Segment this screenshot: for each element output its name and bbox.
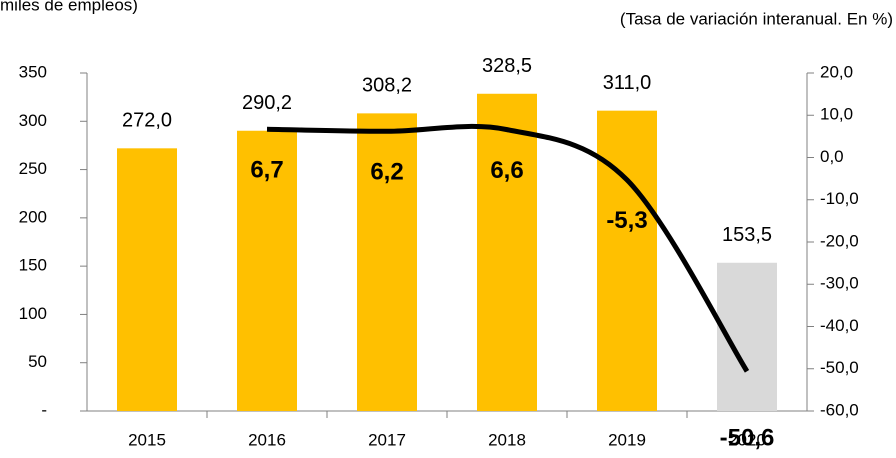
bar-value-label: 308,2 [362, 75, 412, 97]
y2-tick-label: -20,0 [820, 231, 859, 250]
y2-tick-label: 0,0 [820, 147, 844, 166]
x-tick-label: 2019 [608, 430, 646, 449]
y2-tick-label: -30,0 [820, 274, 859, 293]
y2-tick-label: -50,0 [820, 358, 859, 377]
y2-tick-label: 10,0 [820, 105, 853, 124]
line-value-label: -5,3 [606, 207, 647, 234]
y2-tick-label: -40,0 [820, 316, 859, 335]
x-tick-label: 2017 [368, 430, 406, 449]
bar-value-label: 272,0 [122, 110, 172, 132]
line [266, 123, 750, 373]
bar [477, 93, 537, 412]
y-tick-label: 100 [19, 304, 47, 323]
line-value-label: 6,6 [490, 157, 523, 184]
y2-tick-label: -10,0 [820, 189, 859, 208]
bar [597, 110, 657, 412]
x-tick-label: 2015 [128, 430, 166, 449]
bar-value-label: 328,5 [482, 55, 532, 77]
y-tick-label: 150 [19, 256, 47, 275]
bar-value-label: 311,0 [603, 72, 652, 94]
bar-value-label: 153,5 [722, 224, 772, 246]
y-tick-label: - [41, 400, 47, 419]
subtitle-left: miles de empleos) [0, 0, 138, 14]
y-tick-label: 350 [19, 62, 47, 81]
bar-value-label: 290,2 [242, 92, 292, 114]
bar [357, 113, 417, 412]
y-tick-label: 300 [19, 111, 47, 130]
y2-tick-label: 20,0 [820, 62, 853, 81]
line-value-label: -50,6 [720, 424, 775, 451]
line-value-label: 6,2 [370, 159, 403, 186]
bar [117, 148, 177, 411]
line-value-label: 6,7 [250, 157, 283, 184]
x-tick-label: 2016 [248, 430, 286, 449]
x-tick-label: 2020 [728, 430, 766, 449]
y2-tick-label: -60,0 [820, 400, 859, 419]
subtitle-right: (Tasa de variación interanual. En %) [620, 9, 893, 28]
bar [237, 130, 297, 412]
y-tick-label: 250 [19, 159, 47, 178]
y-tick-label: 200 [19, 207, 47, 226]
x-tick-label: 2018 [488, 430, 526, 449]
y-tick-label: 50 [28, 352, 47, 371]
